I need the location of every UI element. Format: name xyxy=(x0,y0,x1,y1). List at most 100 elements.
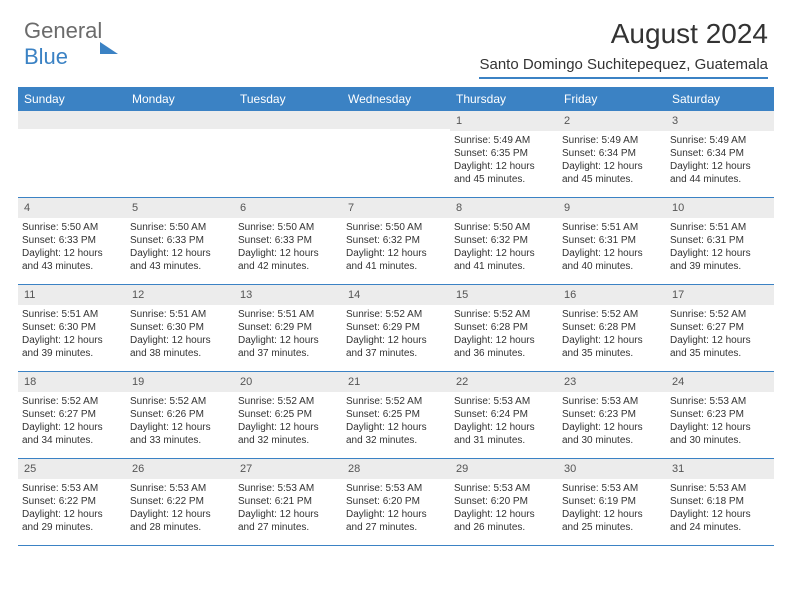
day-number: 6 xyxy=(234,198,342,218)
week-row: 1Sunrise: 5:49 AMSunset: 6:35 PMDaylight… xyxy=(18,111,774,198)
day-info-line: Sunrise: 5:53 AM xyxy=(238,482,338,495)
dayheader: Wednesday xyxy=(342,87,450,111)
day-cell: 15Sunrise: 5:52 AMSunset: 6:28 PMDayligh… xyxy=(450,285,558,371)
day-info-line: Sunset: 6:27 PM xyxy=(22,408,122,421)
day-cell: 2Sunrise: 5:49 AMSunset: 6:34 PMDaylight… xyxy=(558,111,666,197)
day-cell: 23Sunrise: 5:53 AMSunset: 6:23 PMDayligh… xyxy=(558,372,666,458)
logo: General Blue xyxy=(24,18,118,70)
day-number: 28 xyxy=(342,459,450,479)
day-info-line: Sunset: 6:35 PM xyxy=(454,147,554,160)
day-info-line: Sunrise: 5:53 AM xyxy=(22,482,122,495)
day-number: 4 xyxy=(18,198,126,218)
day-cell: 13Sunrise: 5:51 AMSunset: 6:29 PMDayligh… xyxy=(234,285,342,371)
day-info-line: Sunset: 6:30 PM xyxy=(130,321,230,334)
day-cell: 24Sunrise: 5:53 AMSunset: 6:23 PMDayligh… xyxy=(666,372,774,458)
day-info-line: Sunset: 6:31 PM xyxy=(670,234,770,247)
day-info-line: Daylight: 12 hours and 32 minutes. xyxy=(238,421,338,447)
day-info-line: Sunset: 6:23 PM xyxy=(562,408,662,421)
dayheader: Tuesday xyxy=(234,87,342,111)
day-info-line: Daylight: 12 hours and 39 minutes. xyxy=(22,334,122,360)
day-number: 8 xyxy=(450,198,558,218)
day-info-line: Daylight: 12 hours and 27 minutes. xyxy=(346,508,446,534)
day-cell: 6Sunrise: 5:50 AMSunset: 6:33 PMDaylight… xyxy=(234,198,342,284)
day-info-line: Daylight: 12 hours and 28 minutes. xyxy=(130,508,230,534)
day-info-line: Sunrise: 5:50 AM xyxy=(22,221,122,234)
day-number: 26 xyxy=(126,459,234,479)
day-info-line: Sunset: 6:26 PM xyxy=(130,408,230,421)
day-cell: 5Sunrise: 5:50 AMSunset: 6:33 PMDaylight… xyxy=(126,198,234,284)
week-row: 11Sunrise: 5:51 AMSunset: 6:30 PMDayligh… xyxy=(18,285,774,372)
day-cell: 27Sunrise: 5:53 AMSunset: 6:21 PMDayligh… xyxy=(234,459,342,545)
logo-triangle-icon xyxy=(100,25,118,54)
day-cell: 20Sunrise: 5:52 AMSunset: 6:25 PMDayligh… xyxy=(234,372,342,458)
day-info-line: Sunrise: 5:50 AM xyxy=(454,221,554,234)
day-info-line: Daylight: 12 hours and 37 minutes. xyxy=(346,334,446,360)
day-info-line: Sunset: 6:28 PM xyxy=(562,321,662,334)
day-info-line: Daylight: 12 hours and 40 minutes. xyxy=(562,247,662,273)
day-info-line: Sunrise: 5:52 AM xyxy=(346,308,446,321)
day-info-line: Sunrise: 5:50 AM xyxy=(238,221,338,234)
day-info-line: Sunrise: 5:51 AM xyxy=(562,221,662,234)
day-number xyxy=(18,111,126,129)
day-cell: 9Sunrise: 5:51 AMSunset: 6:31 PMDaylight… xyxy=(558,198,666,284)
dayheader: Thursday xyxy=(450,87,558,111)
day-cell: 18Sunrise: 5:52 AMSunset: 6:27 PMDayligh… xyxy=(18,372,126,458)
day-cell: 4Sunrise: 5:50 AMSunset: 6:33 PMDaylight… xyxy=(18,198,126,284)
day-number: 1 xyxy=(450,111,558,131)
day-number: 21 xyxy=(342,372,450,392)
day-number: 23 xyxy=(558,372,666,392)
day-number: 17 xyxy=(666,285,774,305)
day-info-line: Daylight: 12 hours and 38 minutes. xyxy=(130,334,230,360)
day-number: 18 xyxy=(18,372,126,392)
day-info-line: Sunset: 6:19 PM xyxy=(562,495,662,508)
day-number: 29 xyxy=(450,459,558,479)
logo-part2: Blue xyxy=(24,44,68,69)
week-row: 25Sunrise: 5:53 AMSunset: 6:22 PMDayligh… xyxy=(18,459,774,546)
day-number: 19 xyxy=(126,372,234,392)
day-info-line: Sunset: 6:25 PM xyxy=(238,408,338,421)
day-info-line: Daylight: 12 hours and 43 minutes. xyxy=(22,247,122,273)
day-info-line: Sunrise: 5:49 AM xyxy=(670,134,770,147)
day-info-line: Daylight: 12 hours and 32 minutes. xyxy=(346,421,446,447)
day-number xyxy=(126,111,234,129)
day-number: 7 xyxy=(342,198,450,218)
day-cell: 26Sunrise: 5:53 AMSunset: 6:22 PMDayligh… xyxy=(126,459,234,545)
day-number: 31 xyxy=(666,459,774,479)
day-cell: 19Sunrise: 5:52 AMSunset: 6:26 PMDayligh… xyxy=(126,372,234,458)
day-cell: 3Sunrise: 5:49 AMSunset: 6:34 PMDaylight… xyxy=(666,111,774,197)
day-number: 14 xyxy=(342,285,450,305)
day-info-line: Daylight: 12 hours and 26 minutes. xyxy=(454,508,554,534)
dayheader: Saturday xyxy=(666,87,774,111)
day-info-line: Sunset: 6:21 PM xyxy=(238,495,338,508)
week-row: 4Sunrise: 5:50 AMSunset: 6:33 PMDaylight… xyxy=(18,198,774,285)
day-info-line: Sunrise: 5:50 AM xyxy=(130,221,230,234)
day-info-line: Sunrise: 5:53 AM xyxy=(562,395,662,408)
day-info-line: Daylight: 12 hours and 24 minutes. xyxy=(670,508,770,534)
day-info-line: Sunset: 6:20 PM xyxy=(454,495,554,508)
day-cell: 11Sunrise: 5:51 AMSunset: 6:30 PMDayligh… xyxy=(18,285,126,371)
day-info-line: Daylight: 12 hours and 37 minutes. xyxy=(238,334,338,360)
day-info-line: Sunset: 6:18 PM xyxy=(670,495,770,508)
day-info-line: Sunrise: 5:52 AM xyxy=(562,308,662,321)
header: General Blue August 2024 Santo Domingo S… xyxy=(0,0,792,87)
day-number: 11 xyxy=(18,285,126,305)
week-row: 18Sunrise: 5:52 AMSunset: 6:27 PMDayligh… xyxy=(18,372,774,459)
day-number: 24 xyxy=(666,372,774,392)
day-info-line: Sunset: 6:34 PM xyxy=(670,147,770,160)
day-cell: 10Sunrise: 5:51 AMSunset: 6:31 PMDayligh… xyxy=(666,198,774,284)
day-info-line: Sunset: 6:24 PM xyxy=(454,408,554,421)
day-cell: 28Sunrise: 5:53 AMSunset: 6:20 PMDayligh… xyxy=(342,459,450,545)
day-info-line: Daylight: 12 hours and 34 minutes. xyxy=(22,421,122,447)
day-info-line: Sunrise: 5:53 AM xyxy=(346,482,446,495)
day-cell: 8Sunrise: 5:50 AMSunset: 6:32 PMDaylight… xyxy=(450,198,558,284)
day-number: 5 xyxy=(126,198,234,218)
day-cell: 29Sunrise: 5:53 AMSunset: 6:20 PMDayligh… xyxy=(450,459,558,545)
dayheader-row: SundayMondayTuesdayWednesdayThursdayFrid… xyxy=(18,87,774,111)
logo-part1: General xyxy=(24,18,102,43)
day-info-line: Sunset: 6:28 PM xyxy=(454,321,554,334)
day-info-line: Sunrise: 5:52 AM xyxy=(670,308,770,321)
day-info-line: Sunset: 6:27 PM xyxy=(670,321,770,334)
day-info-line: Sunrise: 5:52 AM xyxy=(238,395,338,408)
day-number: 30 xyxy=(558,459,666,479)
day-info-line: Sunset: 6:33 PM xyxy=(130,234,230,247)
